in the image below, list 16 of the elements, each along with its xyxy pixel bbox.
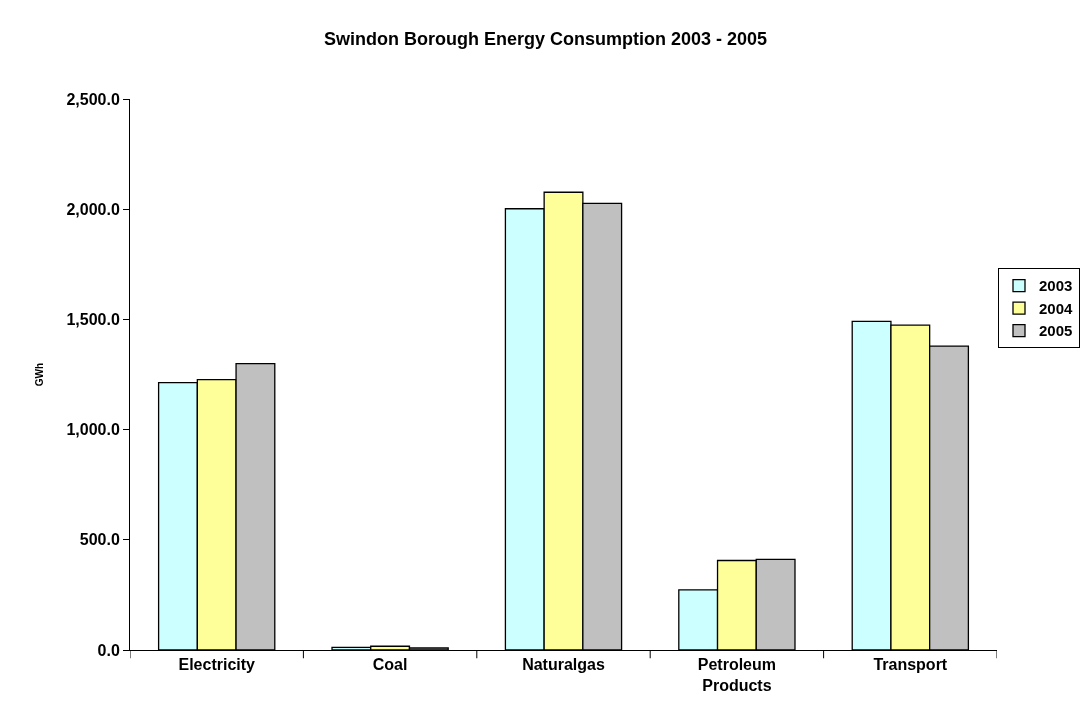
x-tick-label: Transport [873,656,948,674]
chart-title: Swindon Borough Energy Consumption 2003 - 2005 [323,29,768,50]
y-tick-label: 500.0 [79,531,120,549]
legend-label: 2004 [1039,299,1074,317]
x-tick-label: Naturalgas [522,656,605,674]
y-tick-label: 1,500.0 [66,311,120,328]
y-tick-label: 1,000.0 [66,421,120,439]
x-tick-label: Coal [372,656,408,674]
legend-label: 2003 [1039,277,1073,295]
y-axis-title: GWh [34,362,46,387]
legend-label: 2005 [1039,322,1073,340]
y-tick-label: 2,000.0 [66,200,120,218]
x-tick-label: Petroleum Products [697,656,777,694]
y-tick-label: 0.0 [97,641,120,659]
x-tick-label: Electricity [178,656,256,674]
y-tick-label: 2,500.0 [66,90,120,108]
